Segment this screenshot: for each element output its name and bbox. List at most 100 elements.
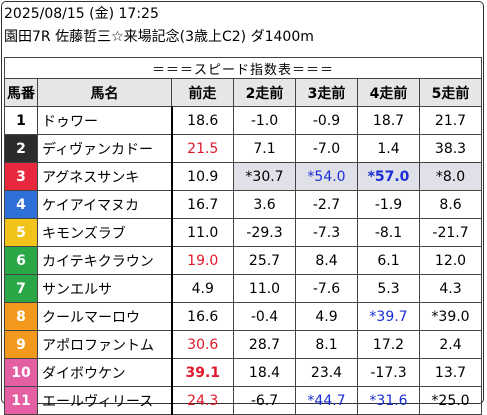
index-4th: 18.7: [357, 106, 420, 135]
index-last: 30.6: [170, 330, 234, 359]
table-row: 5 キモンズラブ 11.0 -29.3 -7.3 -8.1 -21.7: [4, 218, 483, 247]
index-2nd: 7.1: [233, 134, 296, 163]
index-3rd: -7.6: [295, 274, 358, 303]
horse-number: 8: [4, 302, 38, 331]
horse-name: ダイボウケン: [37, 358, 172, 387]
index-2nd: 28.7: [233, 330, 296, 359]
table-row: 11 エールヴィリース 24.3 -6.7 *44.7 *31.6 *25.0: [4, 386, 483, 415]
index-4th: 6.1: [357, 246, 420, 275]
horse-number: 10: [4, 358, 38, 387]
index-4th: *57.0: [357, 162, 420, 191]
index-3rd: *54.0: [295, 162, 358, 191]
index-4th: -17.3: [357, 358, 420, 387]
horse-name: キモンズラブ: [37, 218, 172, 247]
index-5th: *25.0: [418, 386, 483, 415]
index-3rd: 8.1: [295, 330, 358, 359]
index-5th: *39.0: [418, 302, 483, 331]
index-5th: 38.3: [418, 134, 483, 163]
index-4th: -8.1: [357, 218, 420, 247]
table-row: 2 ディヴァンカドー 21.5 7.1 -7.0 1.4 38.3: [4, 134, 483, 163]
index-2nd: 18.4: [233, 358, 296, 387]
horse-name: ドゥワー: [37, 106, 172, 135]
horse-number: 11: [4, 386, 38, 415]
column-headers: 馬番 馬名 前走 2走前 3走前 4走前 5走前: [4, 78, 483, 107]
index-2nd: -29.3: [233, 218, 296, 247]
horse-name: カイテキクラウン: [37, 246, 172, 275]
horse-number: 5: [4, 218, 38, 247]
horse-number: 6: [4, 246, 38, 275]
index-last: 39.1: [170, 358, 234, 387]
col-header-2nd: 2走前: [233, 78, 296, 107]
horse-name: サンエルサ: [37, 274, 172, 303]
index-2nd: -0.4: [233, 302, 296, 331]
index-5th: -21.7: [418, 218, 483, 247]
index-last: 24.3: [170, 386, 234, 415]
index-2nd: 11.0: [233, 274, 296, 303]
index-last: 4.9: [170, 274, 234, 303]
col-header-5th: 5走前: [418, 78, 483, 107]
index-5th: *8.0: [418, 162, 483, 191]
horse-number: 3: [4, 162, 38, 191]
index-2nd: -1.0: [233, 106, 296, 135]
horse-name: エールヴィリース: [37, 386, 172, 415]
index-4th: 17.2: [357, 330, 420, 359]
race-title: 園田7R 佐藤哲三☆来場記念(3歳上C2) ダ1400m: [4, 29, 314, 45]
index-last: 18.6: [170, 106, 234, 135]
index-4th: -1.9: [357, 190, 420, 219]
col-header-last: 前走: [171, 78, 234, 107]
table-row: 8 クールマーロウ 16.6 -0.4 4.9 *39.7 *39.0: [4, 302, 483, 331]
index-5th: 21.7: [418, 106, 483, 135]
horse-number: 9: [4, 330, 38, 359]
horse-name: ディヴァンカドー: [37, 134, 172, 163]
index-3rd: 23.4: [295, 358, 358, 387]
index-3rd: -7.0: [295, 134, 358, 163]
table-row: 1 ドゥワー 18.6 -1.0 -0.9 18.7 21.7: [4, 106, 483, 135]
index-4th: 1.4: [357, 134, 420, 163]
index-4th: *31.6: [357, 386, 420, 415]
index-last: 21.5: [170, 134, 234, 163]
horse-number: 2: [4, 134, 38, 163]
col-header-3rd: 3走前: [295, 78, 358, 107]
index-last: 11.0: [170, 218, 234, 247]
horse-name: ケイアイマヌカ: [37, 190, 172, 219]
index-5th: 4.3: [418, 274, 483, 303]
col-header-number: 馬番: [4, 78, 38, 107]
index-2nd: 25.7: [233, 246, 296, 275]
index-last: 16.6: [170, 302, 234, 331]
index-5th: 13.7: [418, 358, 483, 387]
horse-name: クールマーロウ: [37, 302, 172, 331]
col-header-4th: 4走前: [357, 78, 420, 107]
index-4th: 5.3: [357, 274, 420, 303]
table-row: 3 アグネスサンキ 10.9 *30.7 *54.0 *57.0 *8.0: [4, 162, 483, 191]
index-last: 10.9: [170, 162, 234, 191]
index-3rd: -7.3: [295, 218, 358, 247]
index-5th: 8.6: [418, 190, 483, 219]
index-last: 16.7: [170, 190, 234, 219]
speed-index-table: ＝＝＝スピード指数表＝＝＝ 馬番 馬名 前走 2走前 3走前 4走前 5走前 1…: [3, 57, 483, 415]
index-3rd: -2.7: [295, 190, 358, 219]
index-2nd: -6.7: [233, 386, 296, 415]
table-row: 7 サンエルサ 4.9 11.0 -7.6 5.3 4.3: [4, 274, 483, 303]
index-4th: *39.7: [357, 302, 420, 331]
table-row: 9 アポロファントム 30.6 28.7 8.1 17.2 2.4: [4, 330, 483, 359]
horse-number: 4: [4, 190, 38, 219]
index-3rd: -0.9: [295, 106, 358, 135]
index-5th: 2.4: [418, 330, 483, 359]
table-row: 6 カイテキクラウン 19.0 25.7 8.4 6.1 12.0: [4, 246, 483, 275]
table-title: ＝＝＝スピード指数表＝＝＝: [3, 57, 483, 79]
index-2nd: *30.7: [233, 162, 296, 191]
index-3rd: 8.4: [295, 246, 358, 275]
index-3rd: 4.9: [295, 302, 358, 331]
table-row: 10 ダイボウケン 39.1 18.4 23.4 -17.3 13.7: [4, 358, 483, 387]
table-row: 4 ケイアイマヌカ 16.7 3.6 -2.7 -1.9 8.6: [4, 190, 483, 219]
index-5th: 12.0: [418, 246, 483, 275]
index-2nd: 3.6: [233, 190, 296, 219]
index-3rd: *44.7: [295, 386, 358, 415]
index-last: 19.0: [170, 246, 234, 275]
date-time: 2025/08/15 (金) 17:25: [4, 6, 159, 22]
horse-number: 7: [4, 274, 38, 303]
horse-number: 1: [4, 106, 38, 135]
horse-name: アポロファントム: [37, 330, 172, 359]
horse-name: アグネスサンキ: [37, 162, 172, 191]
col-header-name: 馬名: [37, 78, 172, 107]
